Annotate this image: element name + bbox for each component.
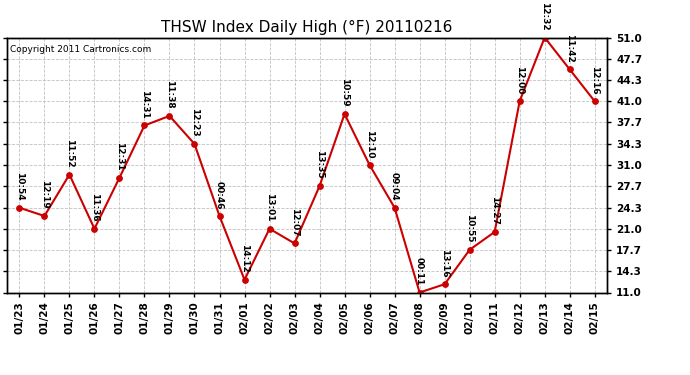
Point	[164, 113, 175, 119]
Text: 13:35: 13:35	[315, 150, 324, 179]
Point	[139, 123, 150, 129]
Point	[564, 66, 575, 72]
Title: THSW Index Daily High (°F) 20110216: THSW Index Daily High (°F) 20110216	[161, 20, 453, 35]
Point	[414, 290, 425, 296]
Text: 14:31: 14:31	[140, 90, 149, 118]
Text: 10:54: 10:54	[15, 172, 24, 201]
Text: 12:10: 12:10	[365, 129, 374, 158]
Point	[339, 111, 350, 117]
Text: 11:42: 11:42	[565, 34, 574, 62]
Point	[189, 141, 200, 147]
Text: 12:32: 12:32	[540, 2, 549, 30]
Text: 12:00: 12:00	[515, 66, 524, 94]
Text: 11:52: 11:52	[65, 139, 74, 168]
Text: 00:11: 00:11	[415, 257, 424, 285]
Point	[464, 247, 475, 253]
Text: 12:19: 12:19	[40, 180, 49, 209]
Point	[314, 183, 325, 189]
Point	[89, 226, 100, 232]
Point	[589, 98, 600, 104]
Text: 10:59: 10:59	[340, 78, 349, 107]
Text: 12:07: 12:07	[290, 208, 299, 237]
Point	[514, 98, 525, 104]
Point	[14, 205, 25, 211]
Point	[489, 229, 500, 235]
Text: 12:23: 12:23	[190, 108, 199, 137]
Text: 13:16: 13:16	[440, 249, 449, 277]
Point	[264, 226, 275, 232]
Point	[114, 175, 125, 181]
Point	[39, 213, 50, 219]
Text: 12:31: 12:31	[115, 142, 124, 171]
Text: 10:55: 10:55	[465, 214, 474, 243]
Text: 13:01: 13:01	[265, 193, 274, 222]
Point	[214, 213, 225, 219]
Point	[539, 34, 550, 40]
Point	[439, 281, 450, 287]
Text: 12:16: 12:16	[590, 66, 599, 94]
Text: 00:46: 00:46	[215, 180, 224, 209]
Point	[64, 172, 75, 178]
Text: 09:04: 09:04	[390, 172, 399, 201]
Text: 14:27: 14:27	[490, 196, 499, 225]
Text: 11:38: 11:38	[165, 80, 174, 109]
Point	[239, 277, 250, 283]
Point	[289, 240, 300, 246]
Point	[364, 162, 375, 168]
Text: 11:36: 11:36	[90, 193, 99, 222]
Text: Copyright 2011 Cartronics.com: Copyright 2011 Cartronics.com	[10, 45, 151, 54]
Point	[389, 205, 400, 211]
Text: 14:12: 14:12	[240, 244, 249, 273]
